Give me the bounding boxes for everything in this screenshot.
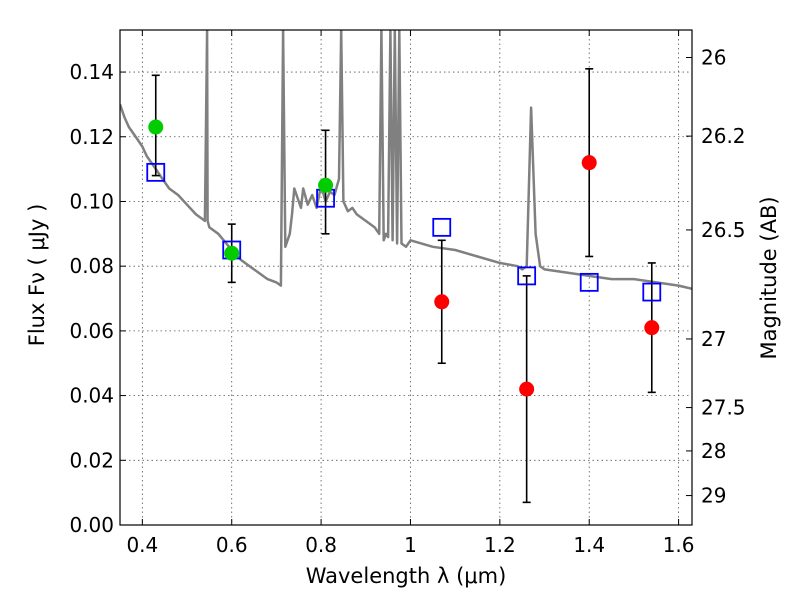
model-photometry-square [579,272,599,292]
detection-point [148,119,164,135]
model-photometry-square [642,282,662,302]
x-tick-label: 0.6 [216,533,248,557]
low-sn-point [644,320,660,336]
right-tick-label: 26 [701,46,726,70]
detection-point [318,177,334,193]
right-tick-label: 29 [701,484,726,508]
right-tick-label: 28 [701,439,726,463]
low-sn-point [519,381,535,397]
model-photometry-layer [146,162,662,302]
model-photometry-square [517,266,537,286]
right-tick-label: 27.5 [701,396,746,420]
x-axis-title: Wavelength λ (μm) [306,564,507,588]
x-tick-label: 1.2 [484,533,516,557]
x-tick-label: 1.6 [663,533,695,557]
plot-frame [119,29,693,526]
spectrum-layer [120,30,692,291]
y-tick-label: 0.00 [69,513,114,537]
detection-point [224,245,240,261]
right-tick-label: 26.5 [701,218,746,242]
model-photometry-square [146,162,166,182]
y-tick-label: 0.12 [69,125,114,149]
measurement-layer [148,119,660,397]
x-tick-label: 0.8 [305,533,337,557]
y-tick-label: 0.04 [69,384,114,408]
x-tick-labels: 0.4 0.6 0.8 1 1.2 1.4 1.6 [126,533,694,557]
low-sn-point [581,155,597,171]
y-tick-labels: 0.00 0.02 0.04 0.06 0.08 0.10 0.12 0.14 [69,60,114,537]
y-tick-label: 0.10 [69,189,114,213]
right-tick-labels: 26 26.2 26.5 27 27.5 28 29 [701,46,746,508]
y-tick-label: 0.06 [69,319,114,343]
y-tick-label: 0.14 [69,60,114,84]
y-tick-label: 0.08 [69,254,114,278]
x-tick-label: 1 [404,533,417,557]
y-axis-title: Flux Fν ( μJy ) [25,204,49,347]
right-axis-title: Magnitude (AB) [757,196,781,359]
right-tick-label: 26.2 [701,124,746,148]
tick-marks [120,30,692,526]
right-tick-label: 27 [701,327,726,351]
x-tick-label: 1.4 [573,533,605,557]
x-tick-label: 0.4 [126,533,158,557]
low-sn-point [434,294,450,310]
spectrum-line [120,30,692,291]
y-tick-label: 0.02 [69,448,114,472]
model-photometry-square [432,217,452,237]
